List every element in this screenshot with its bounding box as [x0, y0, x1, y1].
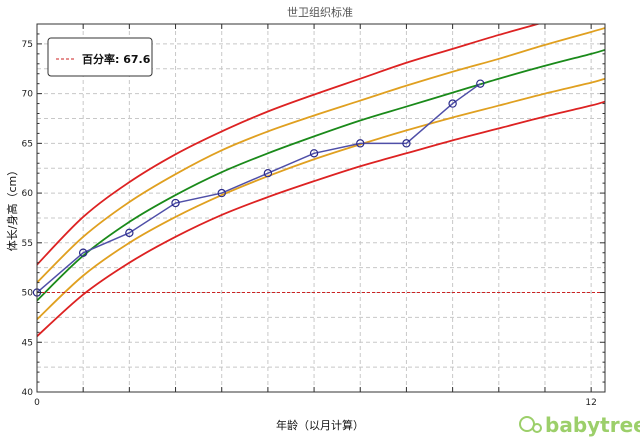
- chart-title: 世卫组织标准: [287, 5, 353, 19]
- percentile-curve-lower-outer: [37, 100, 605, 337]
- measurement-line: [36, 83, 481, 294]
- y-tick-label: 40: [22, 388, 34, 398]
- measurement-point: [78, 248, 88, 257]
- legend-box: [47, 37, 153, 77]
- measurement-point: [402, 139, 411, 148]
- measurement-point: [309, 149, 319, 158]
- y-tick-label: 45: [22, 338, 33, 348]
- y-tick-label: 75: [22, 40, 33, 50]
- logo-leaf-icon-small: [532, 423, 542, 433]
- x-tick-label: 0: [34, 398, 40, 408]
- y-tick-label: 60: [22, 189, 34, 199]
- measurement-series: [32, 79, 485, 297]
- measurement-point: [448, 99, 457, 108]
- measurement-point: [171, 198, 180, 208]
- measurement-point: [217, 188, 226, 198]
- measurement-point: [356, 139, 365, 148]
- percentile-curve-upper-inner: [37, 27, 605, 284]
- legend-label: 百分率: 67.6: [82, 52, 151, 66]
- percentile-curve-median: [37, 48, 605, 302]
- y-axis-ticks: 40 45 50 55 60 65 70 75: [22, 33, 605, 398]
- watermark-text: babytree: [545, 413, 640, 437]
- measurement-point: [476, 79, 485, 88]
- x-tick-label: 12: [585, 398, 596, 408]
- y-axis-label: 体长/身高（cm）: [5, 165, 19, 251]
- y-tick-label: 70: [22, 90, 34, 100]
- percentile-curve-upper-outer: [37, 24, 542, 266]
- plot-frame: [36, 23, 606, 393]
- logo-leaf-icon: [519, 416, 535, 432]
- y-tick-label: 65: [22, 139, 33, 149]
- y-tick-label: 50: [22, 289, 34, 299]
- measurement-point: [263, 168, 273, 178]
- y-tick-label: 55: [22, 239, 33, 249]
- legend: 百分率: 67.6: [47, 37, 153, 77]
- reference-curves: [37, 24, 605, 337]
- x-axis-label: 年龄（以月计算）: [276, 418, 364, 432]
- percentile-curve-lower-inner: [37, 77, 605, 321]
- measurement-point: [125, 228, 134, 238]
- x-axis-ticks: 0 12: [34, 24, 597, 408]
- babytree-logo: babytree: [519, 413, 640, 437]
